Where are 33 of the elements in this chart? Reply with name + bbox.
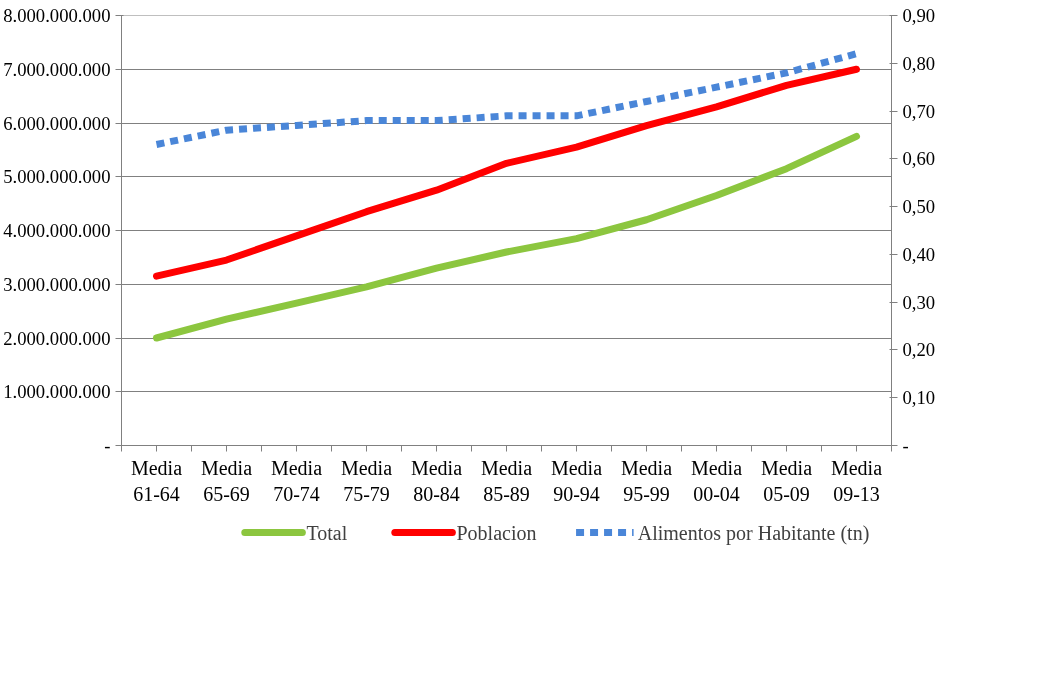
y2-tick-label: 0,30 bbox=[902, 291, 936, 313]
x-tick-label: Media 05-09 bbox=[760, 456, 813, 505]
y2-tick-label: 0,90 bbox=[902, 5, 936, 26]
y-tick-label: 7.000.000.000 bbox=[3, 58, 111, 80]
x-tick-label: Media 85-89 bbox=[480, 456, 533, 505]
y2-tick-label: 0,10 bbox=[902, 387, 936, 409]
x-tick-label: Media 70-74 bbox=[270, 456, 323, 505]
y2-tick-label: 0,80 bbox=[902, 52, 936, 74]
x-tick-label: Media 80-84 bbox=[410, 456, 463, 505]
x-tick-label: Media 75-79 bbox=[340, 456, 393, 505]
x-tick-label: Media 00-04 bbox=[690, 456, 743, 505]
y2-tick-label: 0,20 bbox=[902, 339, 936, 361]
x-tick-label: Media 90-94 bbox=[550, 456, 603, 505]
legend-label: Poblacion bbox=[456, 521, 537, 544]
y-tick-label: 1.000.000.000 bbox=[3, 381, 111, 403]
x-tick-label: Media 95-99 bbox=[620, 456, 673, 505]
y2-tick-label: 0,50 bbox=[902, 196, 936, 218]
x-tick-label: Media 65-69 bbox=[200, 456, 253, 505]
y-tick-label: - bbox=[104, 435, 111, 456]
y-tick-label: 4.000.000.000 bbox=[3, 220, 111, 241]
legend-label: Alimentos por Habitante (tn) bbox=[637, 521, 870, 545]
legend-label: Total bbox=[306, 521, 348, 544]
x-tick-label: Media 61-64 bbox=[130, 456, 183, 505]
y-tick-label: 6.000.000.000 bbox=[3, 112, 111, 134]
y2-tick-label: - bbox=[902, 435, 909, 456]
y-tick-label: 3.000.000.000 bbox=[3, 273, 111, 295]
y2-tick-label: 0,70 bbox=[902, 100, 936, 122]
y-tick-label: 8.000.000.000 bbox=[3, 5, 111, 26]
y-tick-label: 5.000.000.000 bbox=[3, 166, 111, 188]
y2-tick-label: 0,40 bbox=[902, 243, 936, 265]
x-tick-label: Media 09-13 bbox=[830, 456, 883, 505]
y-tick-label: 2.000.000.000 bbox=[3, 327, 111, 349]
y2-tick-label: 0,60 bbox=[902, 148, 936, 170]
